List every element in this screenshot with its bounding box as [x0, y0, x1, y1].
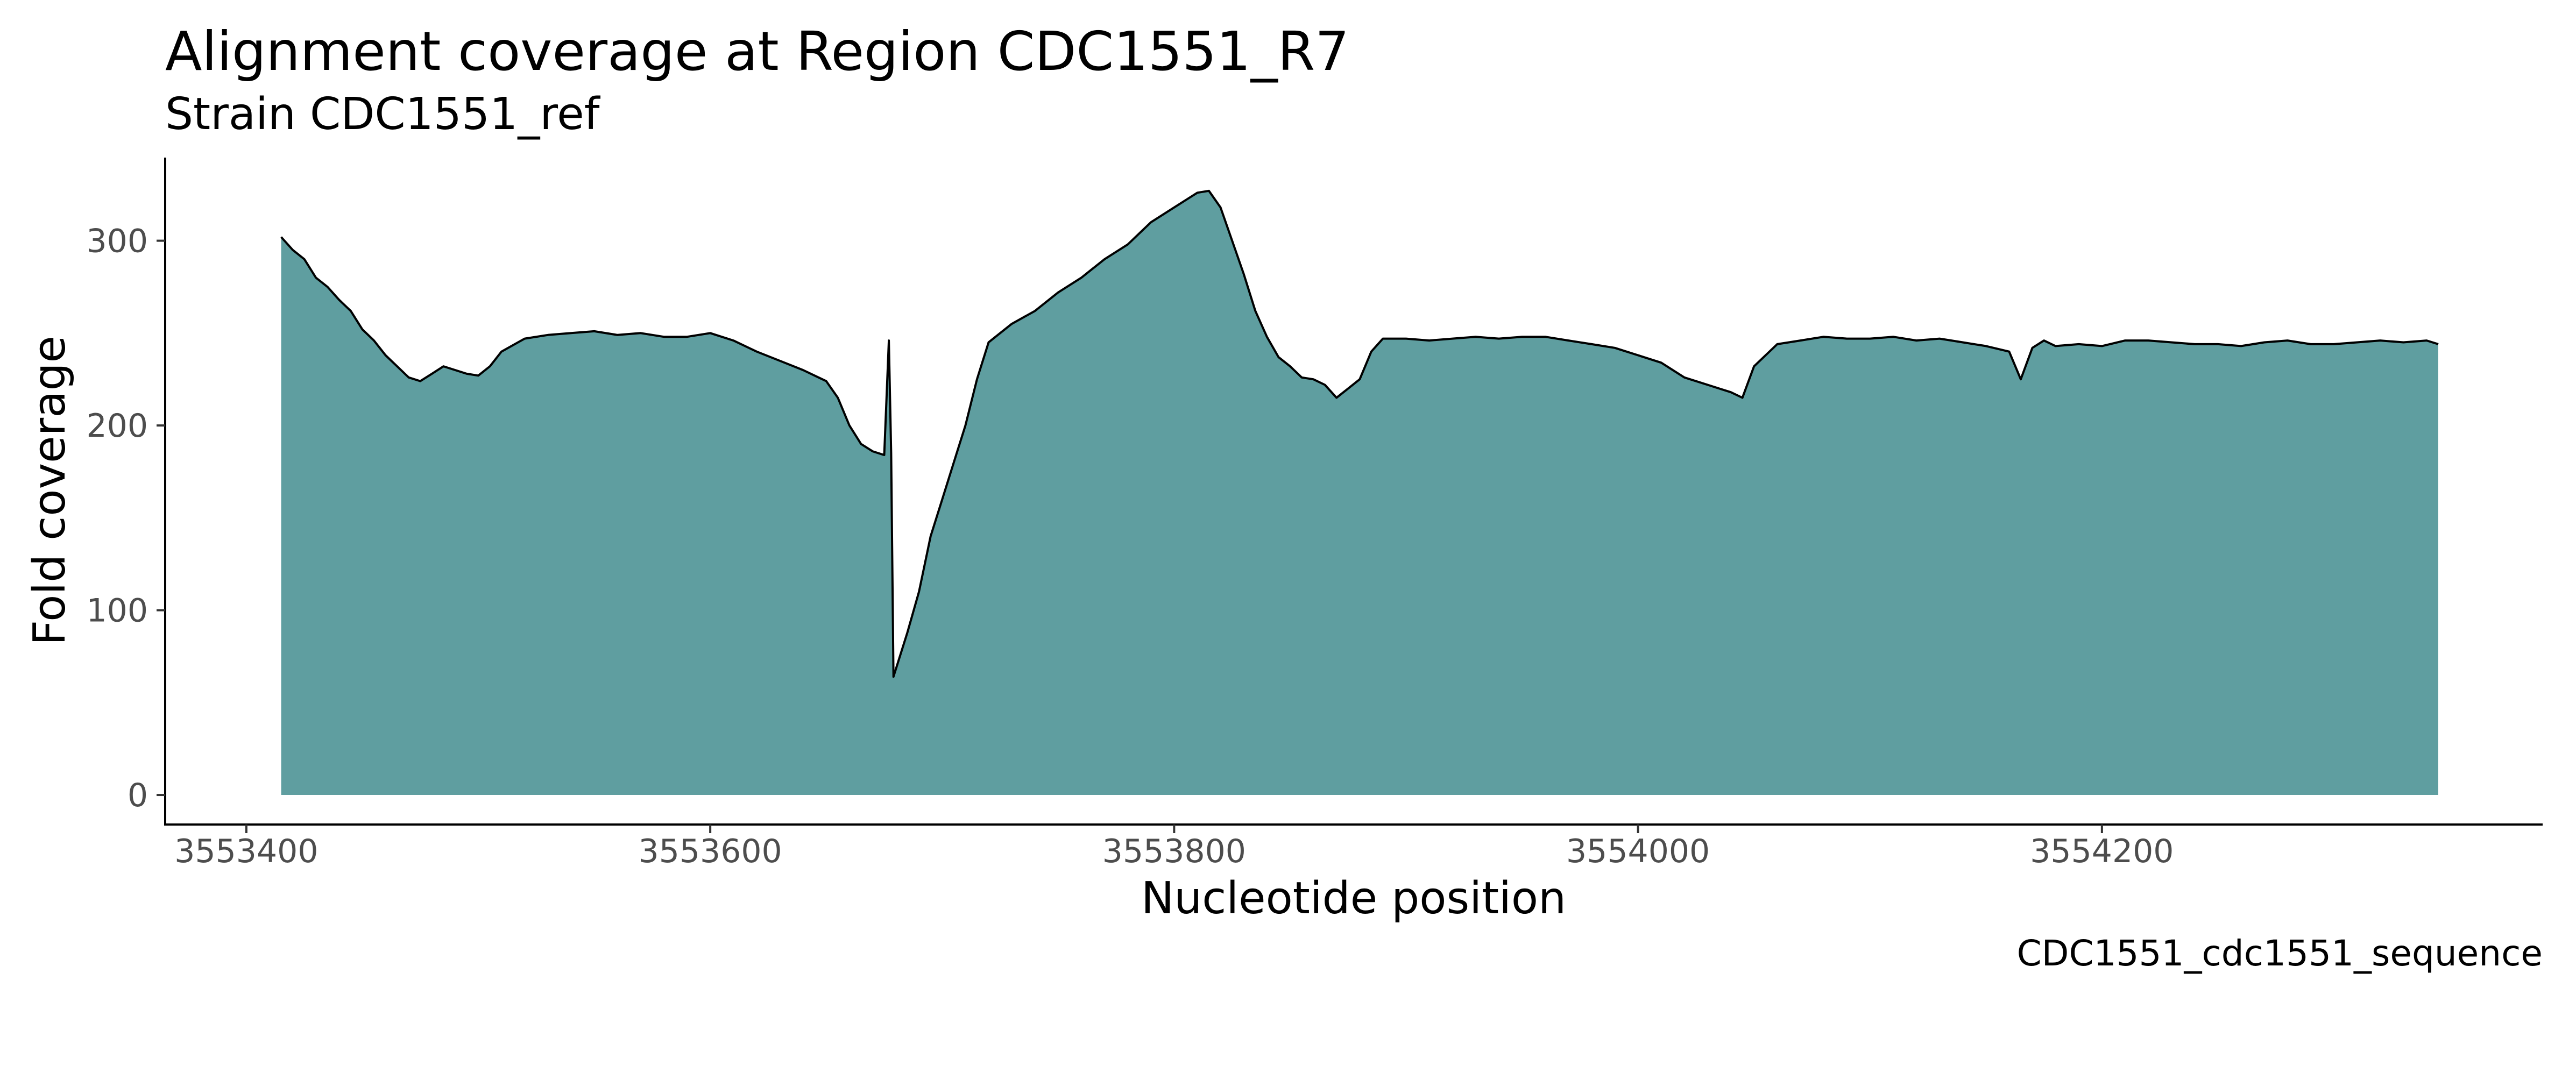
y-tick-label: 100 [86, 592, 148, 630]
y-axis-title: Fold coverage [24, 336, 75, 645]
x-tick-label: 3554000 [1566, 833, 1710, 870]
y-axis-ticks: 0 100 200 300 [86, 223, 165, 814]
coverage-line [280, 189, 2439, 678]
chart-subtitle: Strain CDC1551_ref [165, 89, 601, 140]
x-axis-title: Nucleotide position [1141, 873, 1566, 924]
y-tick-label: 200 [86, 407, 148, 445]
x-tick-label: 3553600 [639, 833, 782, 870]
y-tick-label: 0 [128, 777, 148, 814]
x-tick-label: 3554200 [2030, 833, 2174, 870]
chart-title: Alignment coverage at Region CDC1551_R7 [165, 20, 1349, 83]
x-axis-ticks: 3553400 3553600 3553800 3554000 3554200 [174, 825, 2174, 870]
y-tick-label: 300 [86, 223, 148, 260]
x-tick-label: 3553800 [1102, 833, 1246, 870]
coverage-area [281, 190, 2438, 795]
plot-area [280, 189, 2439, 795]
x-tick-label: 3553400 [174, 833, 318, 870]
chart-caption: CDC1551_cdc1551_sequence [2017, 933, 2543, 974]
